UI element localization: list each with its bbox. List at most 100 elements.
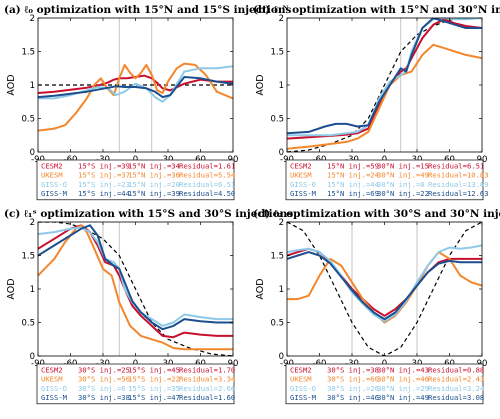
legend-model: UKESM — [290, 375, 312, 384]
legend-model: GISS-M — [41, 189, 68, 198]
legend-box — [36, 363, 235, 405]
y-tick-label: 2 — [279, 14, 284, 24]
plot-area — [38, 222, 233, 356]
y-tick-label: 0.5 — [21, 115, 35, 125]
legend-injection-1: 15°S inj.=37 — [78, 171, 130, 180]
legend-injection-1: 15°S inj.=39 — [78, 162, 130, 171]
y-tick-label: 2 — [279, 218, 284, 228]
series-line-ukesm — [38, 62, 233, 132]
target-line — [287, 18, 482, 152]
legend-injection-1: 30°S inj.=26 — [327, 384, 379, 393]
legend-injection-2: 15°N inj.=20 — [128, 180, 180, 189]
plot-area — [38, 62, 233, 132]
legend-residual: Residual=6.51 — [428, 162, 484, 171]
y-tick-label: 0 — [30, 352, 35, 362]
y-tick-label: 0 — [279, 148, 284, 158]
legend-injection-1: 15°N inj.=24 — [327, 171, 379, 180]
legend-model: GISS-O — [290, 384, 316, 393]
series-line-giss_o — [287, 244, 482, 323]
y-tick-label: 2 — [30, 14, 35, 24]
legend-model: GISS-O — [290, 180, 316, 189]
legend-residual: Residual=0.88 — [428, 366, 484, 375]
legend-injection-2: 15°S inj.=22 — [128, 375, 180, 384]
legend-injection-2: 30°N inj.=49 — [377, 393, 429, 402]
legend-injection-2: 15°S inj.=47 — [128, 393, 180, 402]
legend-residual: Residual=1.61 — [179, 162, 235, 171]
y-tick-label: 0 — [279, 352, 284, 362]
y-axis-label: AOD — [255, 278, 266, 299]
legend-residual: Residual=3.08 — [428, 393, 484, 402]
legend-injection-1: 15°N inj.=59 — [327, 162, 379, 171]
legend-injection-2: 15°N inj.=36 — [128, 171, 180, 180]
panel-title: (c) ℓ₁ˢ optimization with 15°S and 30°S … — [4, 208, 293, 220]
target-line — [287, 222, 482, 356]
panel-a: (a) ℓ₀ optimization with 15°N and 15°S i… — [4, 4, 292, 201]
series-line-giss_m — [287, 18, 482, 135]
legend-injection-2: 30°N inj.=0 — [377, 180, 425, 189]
legend-residual: Residual=2.66 — [179, 384, 235, 393]
legend-box — [285, 363, 484, 405]
legend-model: UKESM — [41, 375, 63, 384]
y-tick-label: 1 — [30, 285, 35, 295]
legend-injection-2: 15°S inj.=35 — [128, 384, 180, 393]
legend-residual: Residual=5.54 — [179, 171, 235, 180]
legend-injection-1: 30°S inj.=46 — [327, 393, 379, 402]
legend-model: CESM2 — [290, 366, 312, 375]
y-tick-label: 0 — [30, 148, 35, 158]
legend-residual: Residual=3.24 — [428, 384, 484, 393]
plot-area — [287, 222, 482, 356]
y-tick-label: 0.5 — [270, 115, 284, 125]
series-line-giss_m — [38, 76, 233, 99]
series-line-cesm2 — [38, 224, 233, 339]
panel-b: (b) ℓ₁ᴺ optimization with 15°N and 30°N … — [253, 4, 500, 201]
panel-d: (d) ℓ₂ optimization with 30°S and 30°N i… — [253, 208, 500, 405]
legend-model: UKESM — [41, 171, 63, 180]
series-line-giss_m — [287, 251, 482, 321]
legend-box — [36, 159, 235, 201]
legend-residual: Residual=2.43 — [428, 375, 484, 384]
series-line-giss_o — [38, 65, 233, 103]
legend-residual: Residual=13.69 — [428, 180, 489, 189]
legend-injection-2: 30°N inj.=29 — [377, 384, 429, 393]
panel-title: (d) ℓ₂ optimization with 30°S and 30°N i… — [253, 208, 500, 220]
legend-model: GISS-O — [41, 384, 67, 393]
legend-model: GISS-M — [290, 189, 317, 198]
legend-injection-1: 30°S inj.=6 — [78, 384, 126, 393]
legend-residual: Residual=12.63 — [428, 189, 489, 198]
panel-c: (c) ℓ₁ˢ optimization with 15°S and 30°S … — [4, 208, 293, 405]
legend-injection-2: 15°S inj.=45 — [128, 366, 180, 375]
target-line — [38, 222, 233, 356]
legend-injection-1: 30°S inj.=38 — [78, 393, 130, 402]
legend-injection-2: 30°N inj.=49 — [377, 171, 429, 180]
y-axis-label: AOD — [255, 74, 266, 95]
legend-model: CESM2 — [41, 366, 63, 375]
y-tick-label: 1 — [279, 285, 284, 295]
legend-injection-2: 30°N inj.=43 — [377, 366, 429, 375]
legend-model: GISS-M — [41, 393, 68, 402]
legend-model: GISS-O — [41, 180, 67, 189]
y-tick-label: 1.5 — [21, 48, 35, 58]
legend-injection-2: 30°N inj.=46 — [377, 375, 429, 384]
legend-injection-2: 30°N inj.=15 — [377, 162, 429, 171]
legend-injection-2: 15°N inj.=39 — [128, 189, 180, 198]
y-axis-label: AOD — [6, 74, 17, 95]
legend-injection-1: 30°S inj.=60 — [327, 375, 379, 384]
panel-title: (a) ℓ₀ optimization with 15°N and 15°S i… — [4, 4, 292, 16]
axes-frame — [286, 221, 483, 357]
legend-injection-1: 30°S inj.=56 — [78, 375, 130, 384]
legend-residual: Residual=1.60 — [179, 393, 235, 402]
y-tick-label: 2 — [30, 218, 35, 228]
legend-injection-1: 15°S inj.=23 — [78, 180, 130, 189]
series-line-ukesm — [287, 43, 482, 150]
panel-title: (b) ℓ₁ᴺ optimization with 15°N and 30°N … — [253, 4, 500, 16]
legend-injection-1: 15°N inj.=69 — [327, 189, 379, 198]
legend-model: UKESM — [290, 171, 312, 180]
legend-residual: Residual=3.34 — [179, 375, 235, 384]
legend-model: CESM2 — [290, 162, 312, 171]
series-line-giss_o — [287, 18, 482, 137]
legend-residual: Residual=10.83 — [428, 171, 489, 180]
